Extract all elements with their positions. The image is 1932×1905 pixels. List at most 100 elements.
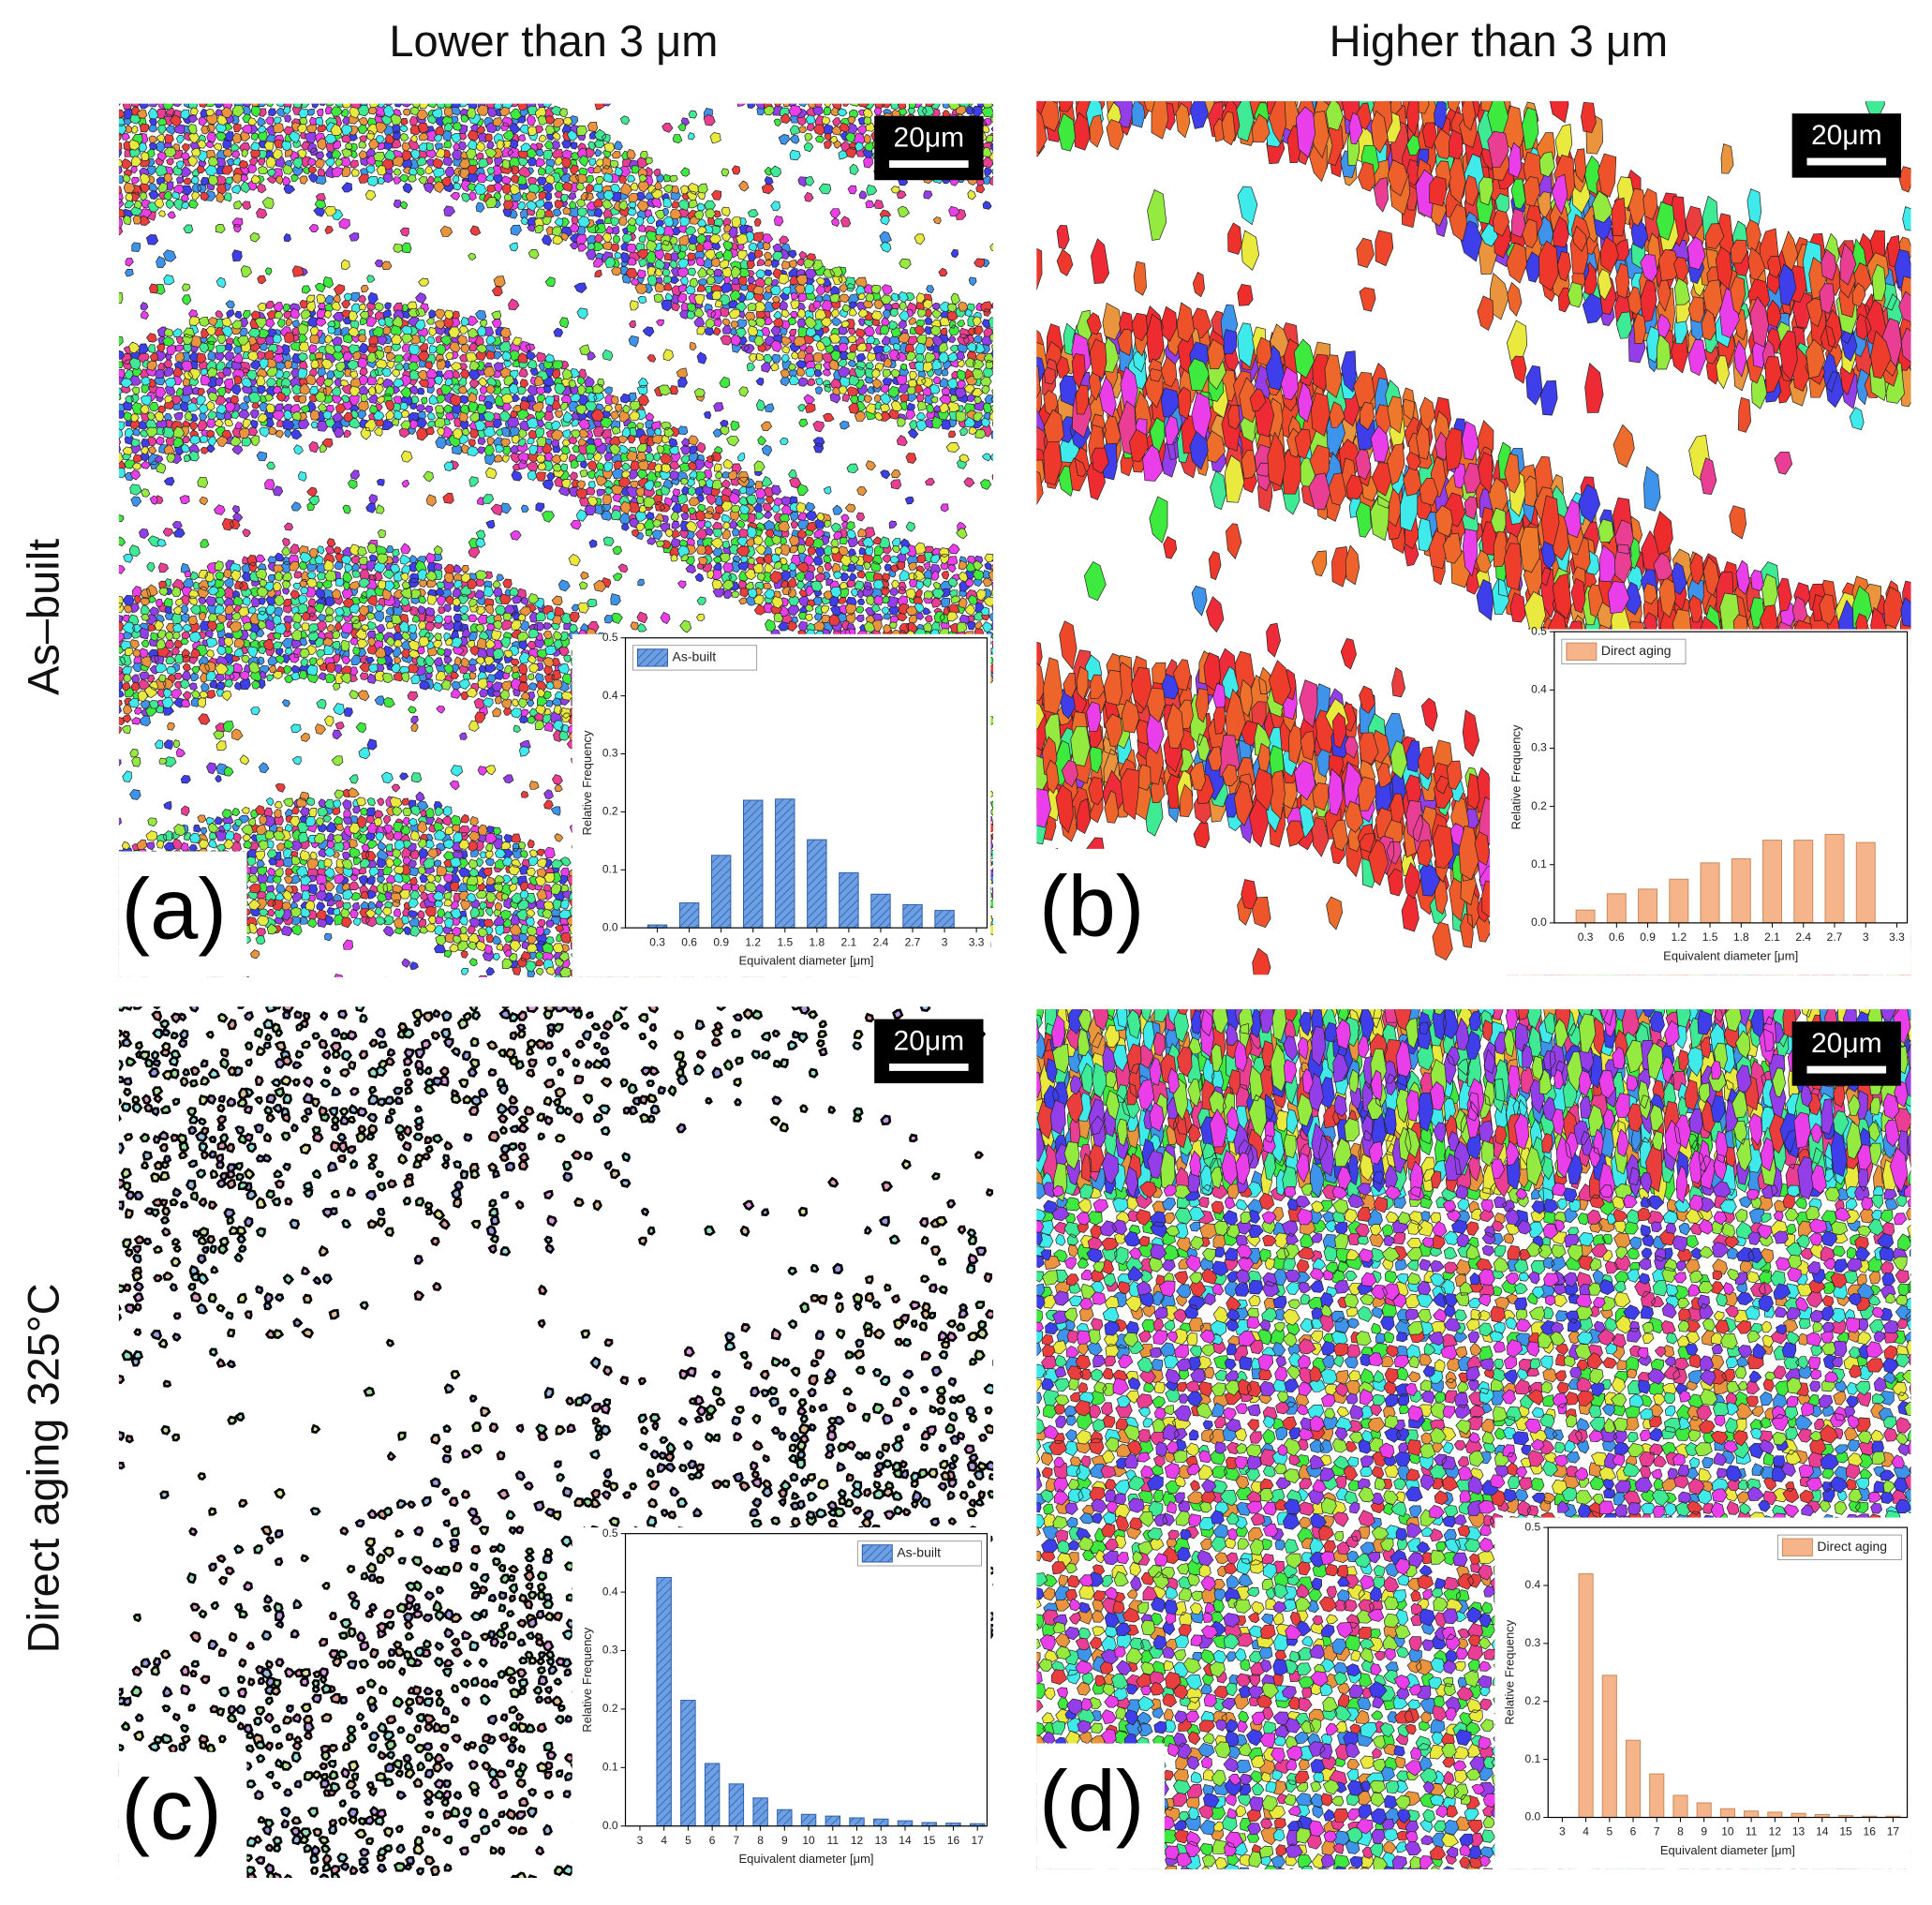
bar <box>1669 878 1689 924</box>
bar <box>1767 1811 1783 1819</box>
y-tick-label: 0.1 <box>1525 1752 1541 1765</box>
x-tick-label: 0.9 <box>1640 930 1656 944</box>
bar <box>873 1818 889 1827</box>
x-tick-label: 0.9 <box>713 935 729 948</box>
y-axis-label: Relative Frequency <box>1508 724 1523 829</box>
column-title: Lower than 3 μm <box>389 16 718 66</box>
x-axis-label: Equivalent diameter [μm] <box>738 1852 873 1866</box>
bar <box>1719 1808 1735 1819</box>
x-tick-label: 1.5 <box>777 935 793 948</box>
bar <box>1793 840 1814 924</box>
x-tick-label: 7 <box>734 1834 740 1847</box>
scale-bar-box <box>1791 113 1901 178</box>
label-cutout <box>1036 848 1165 975</box>
y-tick-label: 0.5 <box>602 1526 618 1540</box>
bar <box>1791 1812 1806 1819</box>
legend-swatch <box>1781 1538 1813 1556</box>
panel-label: (b) <box>1039 859 1144 955</box>
bar <box>704 1763 721 1827</box>
bar <box>1855 841 1876 924</box>
bar <box>870 893 891 929</box>
bar <box>656 1576 672 1827</box>
plot-frame <box>1553 631 1909 924</box>
x-tick-label: 10 <box>802 1834 815 1847</box>
bar <box>800 1813 817 1827</box>
scale-bar-box <box>874 115 984 181</box>
panel-label: (d) <box>1039 1753 1144 1849</box>
scale-bar-label: 20μm <box>894 1026 965 1057</box>
x-tick-label: 6 <box>709 1834 716 1847</box>
x-tick-label: 13 <box>875 1834 888 1847</box>
x-tick-label: 3.3 <box>969 935 985 948</box>
x-tick-label: 4 <box>661 1834 667 1847</box>
bar <box>1696 1802 1712 1819</box>
scale-bar <box>889 1064 969 1071</box>
bar <box>1649 1773 1665 1819</box>
bar <box>934 910 955 929</box>
row-title: Direct aging 325°C <box>19 1283 68 1653</box>
x-tick-label: 14 <box>1816 1825 1829 1838</box>
y-tick-label: 0.3 <box>602 1644 618 1657</box>
y-tick-label: 0.1 <box>1531 857 1547 871</box>
bar <box>710 855 732 929</box>
bar <box>680 1700 696 1827</box>
label-cutout <box>1036 1743 1165 1869</box>
x-tick-label: 2.1 <box>841 935 857 948</box>
x-tick-label: 0.3 <box>649 935 665 948</box>
bar <box>849 1817 865 1827</box>
y-axis-label: Relative Frequency <box>580 1627 594 1732</box>
y-tick-label: 0.1 <box>602 862 618 875</box>
plot-frame <box>624 1533 988 1827</box>
legend-label: As-built <box>897 1545 941 1560</box>
x-axis-label: Equivalent diameter [μm] <box>738 954 873 968</box>
x-tick-label: 7 <box>1654 1825 1660 1838</box>
x-tick-label: 1.5 <box>1702 930 1718 944</box>
label-cutout <box>118 1751 247 1879</box>
x-tick-label: 1.8 <box>1733 930 1749 944</box>
bar <box>1578 1573 1594 1819</box>
y-tick-label: 0.5 <box>602 631 618 644</box>
scale-bar-label: 20μm <box>1811 120 1882 151</box>
bar <box>1625 1739 1642 1819</box>
y-tick-label: 0.0 <box>1525 1810 1541 1823</box>
y-tick-label: 0.3 <box>1531 741 1547 754</box>
plot-frame <box>624 637 988 929</box>
x-tick-label: 0.6 <box>681 935 697 948</box>
x-tick-label: 12 <box>851 1834 864 1847</box>
x-tick-label: 1.8 <box>809 935 825 948</box>
x-tick-label: 16 <box>947 1834 960 1847</box>
y-tick-label: 0.2 <box>602 805 618 818</box>
x-tick-label: 17 <box>1887 1825 1900 1838</box>
x-tick-label: 5 <box>685 1834 691 1847</box>
x-tick-label: 9 <box>1701 1825 1707 1838</box>
y-tick-label: 0.0 <box>602 1819 618 1832</box>
x-tick-label: 8 <box>757 1834 764 1847</box>
x-tick-label: 11 <box>827 1834 840 1847</box>
y-tick-label: 0.0 <box>1531 915 1547 929</box>
bar <box>752 1797 768 1827</box>
legend-label: Direct aging <box>1601 643 1672 658</box>
bar <box>1744 1810 1760 1819</box>
bar <box>1606 893 1627 924</box>
y-tick-label: 0.4 <box>602 1585 618 1598</box>
x-tick-label: 0.6 <box>1609 930 1625 944</box>
x-tick-label: 11 <box>1746 1825 1758 1838</box>
plot-frame <box>1547 1526 1909 1819</box>
column-title: Higher than 3 μm <box>1330 16 1668 66</box>
bar <box>678 902 700 929</box>
legend-swatch <box>1566 642 1598 661</box>
legend-swatch <box>861 1544 893 1563</box>
x-axis-label: Equivalent diameter [μm] <box>1660 1843 1795 1857</box>
x-tick-label: 3 <box>942 935 948 948</box>
x-tick-label: 2.4 <box>873 935 889 948</box>
legend-swatch <box>637 648 669 667</box>
x-tick-label: 5 <box>1606 1825 1612 1838</box>
bar <box>1700 862 1720 924</box>
x-tick-label: 17 <box>971 1834 984 1847</box>
bar <box>1672 1794 1688 1819</box>
y-tick-label: 0.5 <box>1531 624 1547 637</box>
bar <box>728 1783 745 1827</box>
y-axis-label: Relative Frequency <box>580 730 594 835</box>
row-title: As–built <box>19 539 68 695</box>
y-tick-label: 0.0 <box>602 920 618 933</box>
